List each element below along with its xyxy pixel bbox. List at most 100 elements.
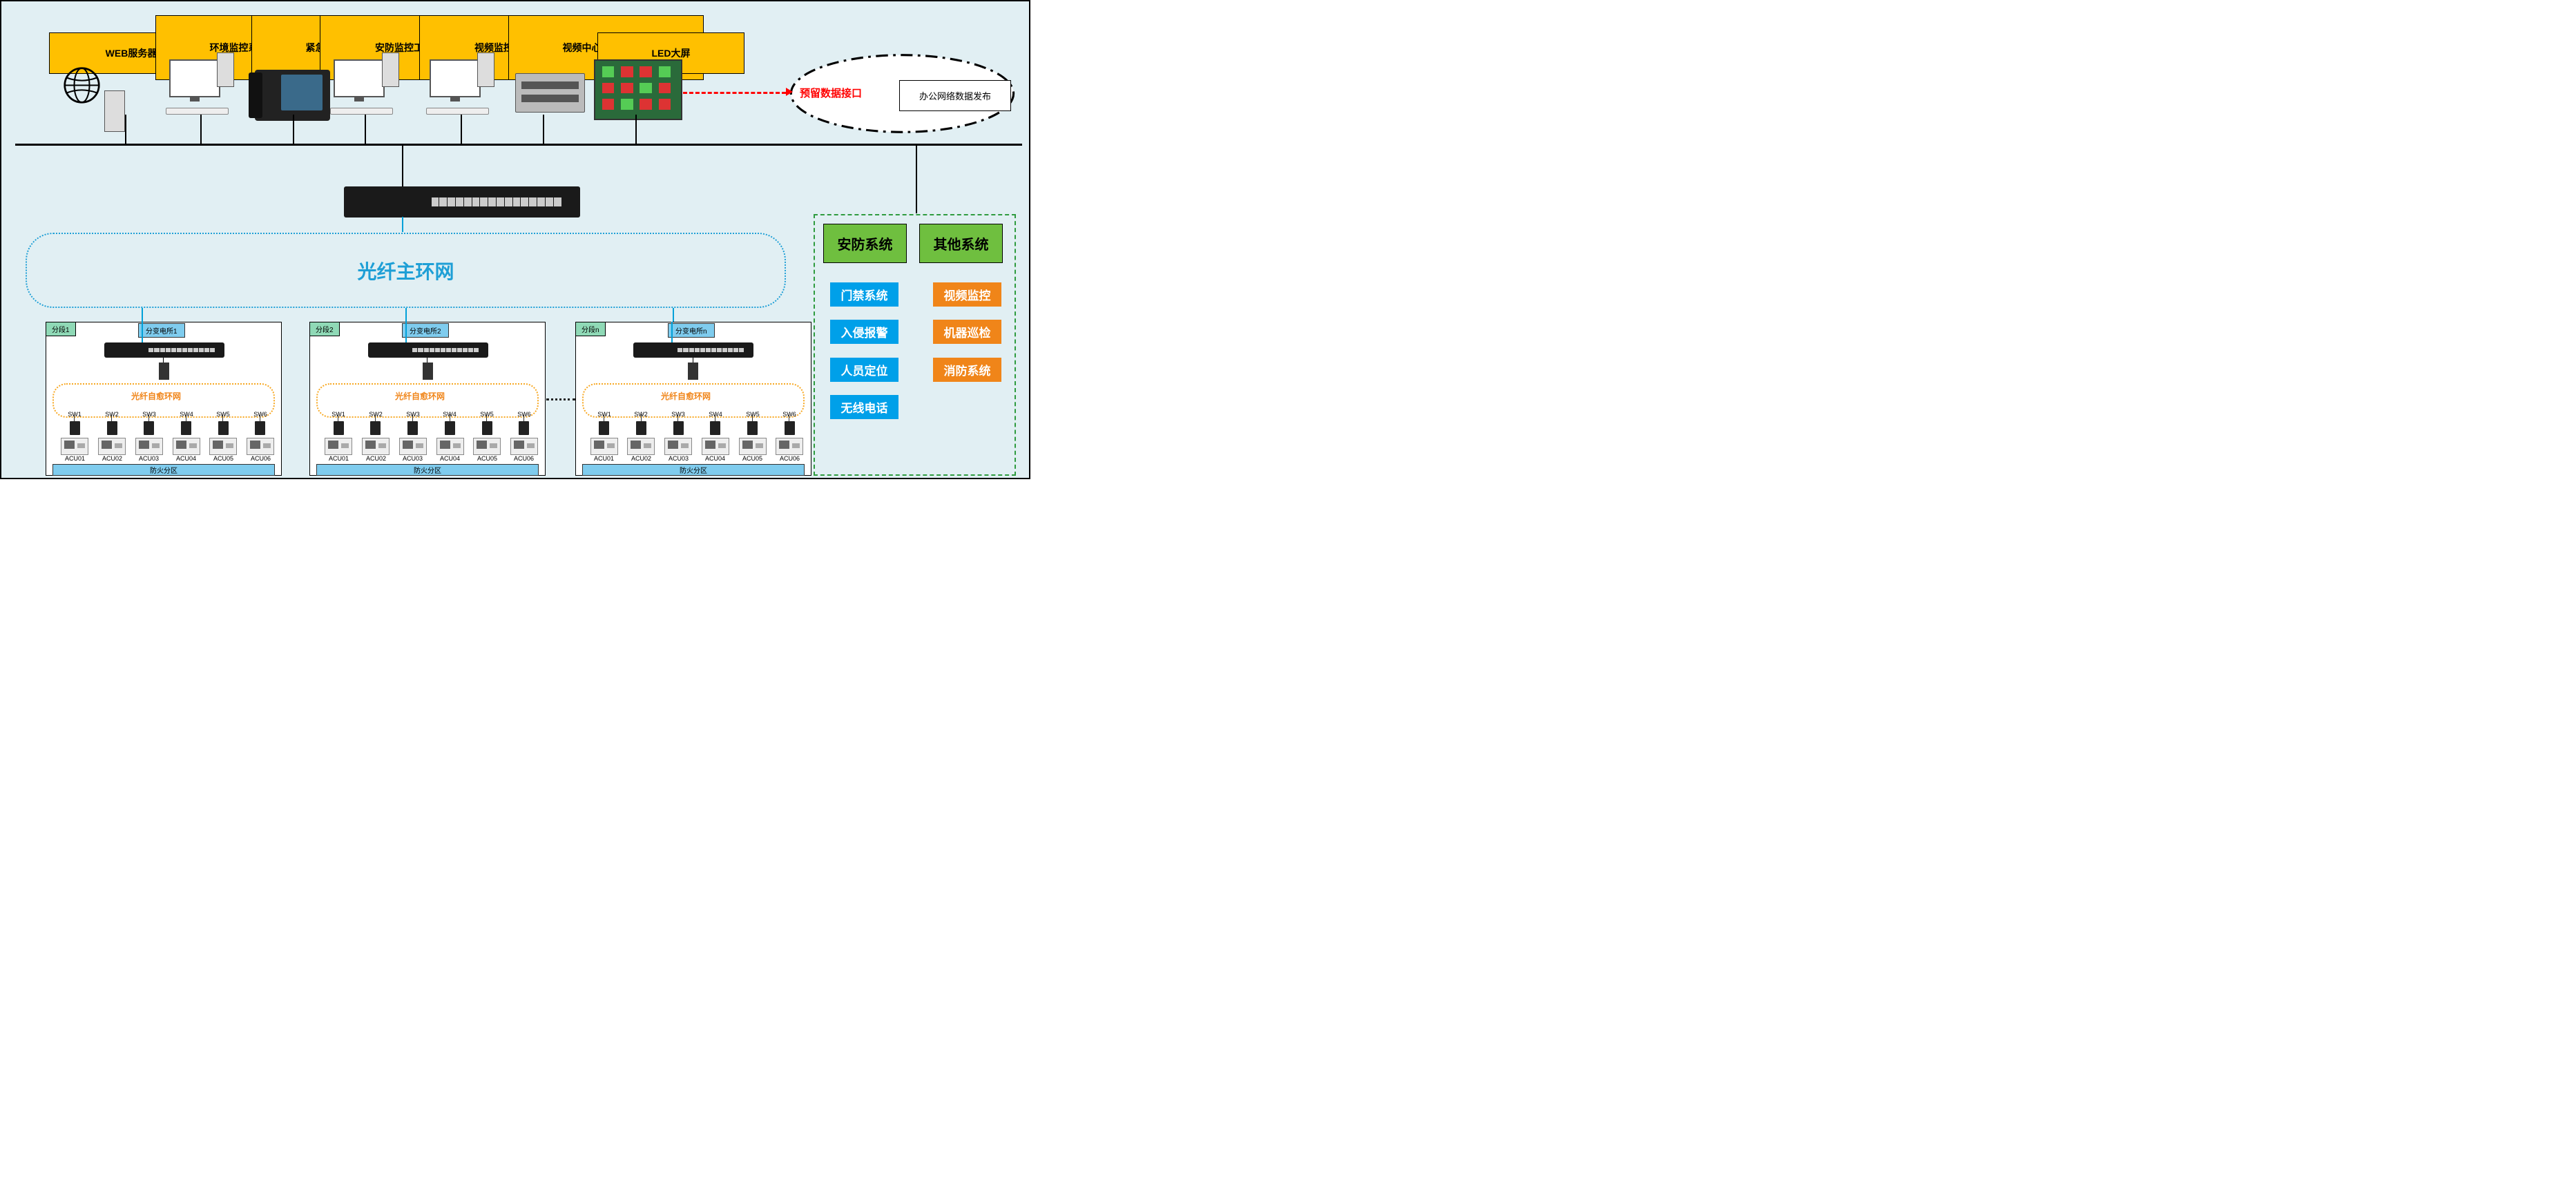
ring-drop [405, 308, 407, 322]
substation-tag: 分变电所1 [138, 323, 185, 338]
acu-icon [98, 438, 126, 455]
security-system-item: 门禁系统 [830, 282, 898, 307]
sw-label: SW3 [668, 411, 689, 418]
mini-switch-icon [334, 421, 344, 435]
segment-switch-icon [368, 342, 488, 358]
conv-link [163, 358, 164, 363]
keyboard-icon [426, 108, 489, 115]
keyboard-icon [330, 108, 393, 115]
acu-label: ACU06 [245, 455, 276, 462]
security-system-item: 无线电话 [830, 395, 898, 419]
acu-icon [739, 438, 767, 455]
mini-switch-icon [482, 421, 492, 435]
seg-uplink [142, 322, 143, 342]
pc-tower-icon [382, 52, 399, 87]
reserved-interface-label: 预留数据接口 [800, 86, 862, 100]
fire-zone-label: 防火分区 [316, 464, 539, 476]
acu-label: ACU04 [434, 455, 465, 462]
sw-label: SW5 [477, 411, 497, 418]
sw-label: SW5 [213, 411, 233, 418]
monitor-icon [169, 59, 220, 97]
main-bus [15, 144, 1022, 146]
acu-label: ACU03 [663, 455, 694, 462]
acu-icon [247, 438, 274, 455]
acu-label: ACU03 [397, 455, 428, 462]
bus-drop [461, 115, 462, 144]
acu-icon [209, 438, 237, 455]
bus-drop [200, 115, 202, 144]
mini-switch-icon [107, 421, 117, 435]
acu-icon [776, 438, 803, 455]
converter-icon [423, 363, 433, 380]
sub-ring-label: 光纤自愈环网 [131, 390, 181, 402]
acu-icon [362, 438, 390, 455]
acu-icon [664, 438, 692, 455]
sw-label: SW1 [64, 411, 85, 418]
substation-tag: 分变电所2 [402, 323, 449, 338]
acu-label: ACU02 [97, 455, 128, 462]
sw-label: SW3 [139, 411, 160, 418]
sw-label: SW6 [779, 411, 800, 418]
security-system-item: 人员定位 [830, 358, 898, 382]
server-icon [104, 90, 125, 132]
segment-switch-icon [633, 342, 753, 358]
globe-icon [63, 66, 101, 104]
core-switch-icon [344, 186, 580, 218]
acu-label: ACU05 [208, 455, 239, 462]
switch-uplink [402, 145, 403, 186]
seg-uplink [405, 322, 407, 342]
pc-tower-icon [217, 52, 234, 87]
sw-label: SW4 [176, 411, 197, 418]
acu-label: ACU03 [133, 455, 164, 462]
acu-label: ACU06 [774, 455, 805, 462]
mini-switch-icon [599, 421, 609, 435]
sw-label: SW1 [328, 411, 349, 418]
main-ring: 光纤主环网 [26, 233, 786, 308]
acu-label: ACU01 [588, 455, 619, 462]
phone-icon [255, 70, 330, 121]
mini-switch-icon [747, 421, 758, 435]
acu-label: ACU06 [508, 455, 539, 462]
fire-zone-label: 防火分区 [52, 464, 275, 476]
rack-server-icon [515, 73, 585, 113]
reserved-link [683, 92, 786, 94]
systems-uplink [916, 145, 917, 213]
segment-switch-icon [104, 342, 224, 358]
mini-switch-icon [218, 421, 229, 435]
sw-label: SW2 [102, 411, 122, 418]
arrow-icon [786, 88, 793, 96]
acu-icon [325, 438, 352, 455]
keyboard-icon [166, 108, 229, 115]
substation-tag: 分变电所n [668, 323, 715, 338]
main-ring-label: 光纤主环网 [357, 257, 454, 284]
acu-label: ACU01 [323, 455, 354, 462]
sw-label: SW2 [631, 411, 651, 418]
sw-label: SW3 [403, 411, 423, 418]
acu-icon [702, 438, 729, 455]
acu-label: ACU05 [472, 455, 503, 462]
mini-switch-icon [636, 421, 646, 435]
fire-zone-label: 防火分区 [582, 464, 805, 476]
sw-label: SW4 [705, 411, 726, 418]
mini-switch-icon [370, 421, 381, 435]
acu-icon [61, 438, 88, 455]
acu-icon [399, 438, 427, 455]
bus-drop [125, 115, 126, 144]
mini-switch-icon [673, 421, 684, 435]
ring-drop [142, 308, 143, 322]
acu-label: ACU05 [737, 455, 768, 462]
office-network-box: 办公网络数据发布 [899, 80, 1011, 111]
segment-ellipsis [546, 398, 575, 400]
acu-icon [135, 438, 163, 455]
security-system-item: 入侵报警 [830, 320, 898, 344]
bus-drop [365, 115, 366, 144]
acu-icon [173, 438, 200, 455]
mini-switch-icon [181, 421, 191, 435]
bus-drop [293, 115, 294, 144]
pc-tower-icon [477, 52, 494, 87]
sw-label: SW4 [439, 411, 460, 418]
monitor-icon [430, 59, 481, 97]
sw-label: SW6 [514, 411, 535, 418]
sw-label: SW1 [594, 411, 615, 418]
segment-tag: 分段n [576, 322, 606, 336]
